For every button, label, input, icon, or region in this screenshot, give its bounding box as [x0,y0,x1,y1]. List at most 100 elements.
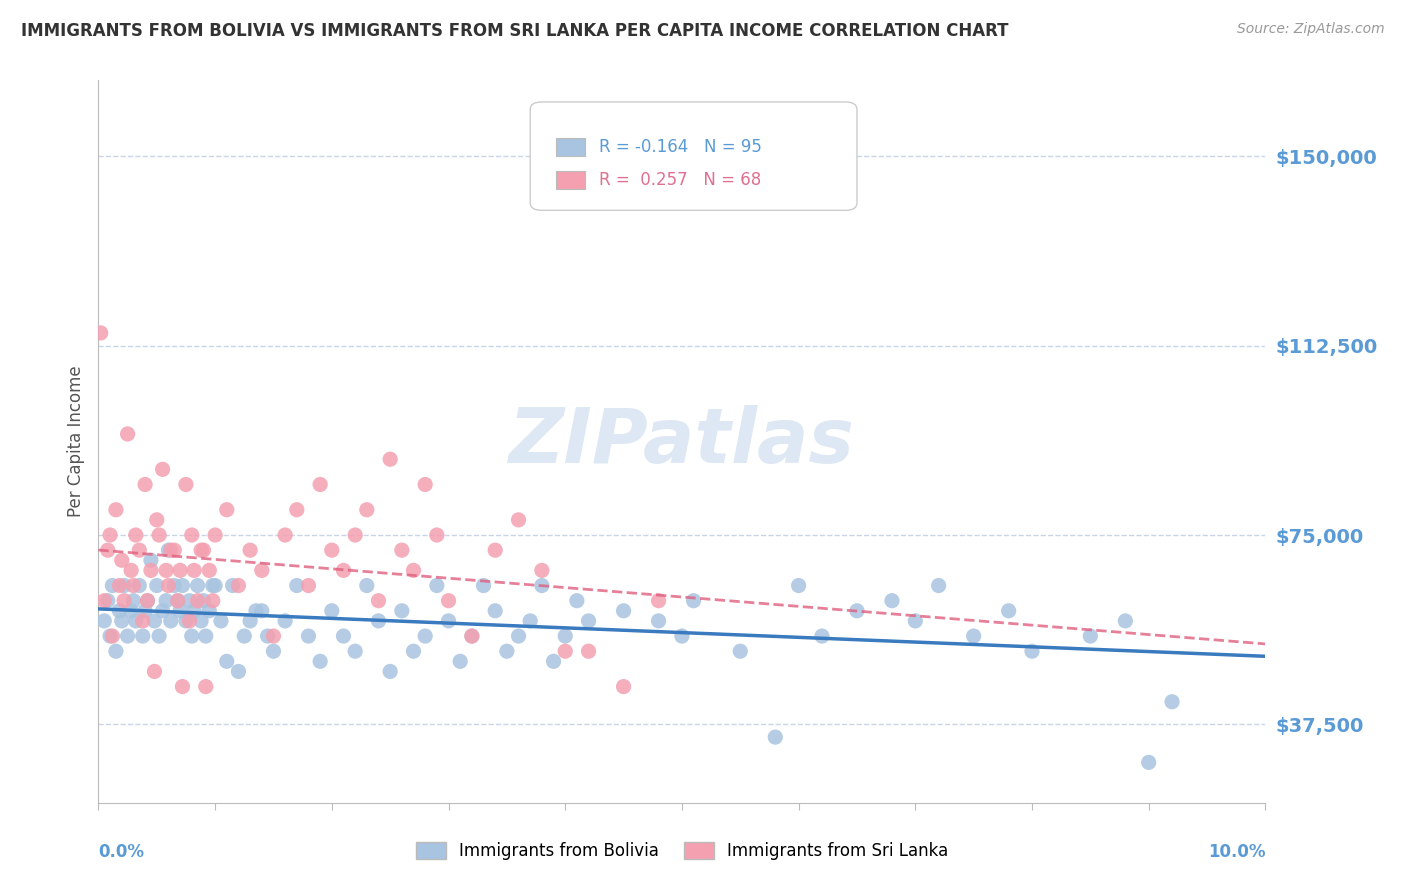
Point [332,629,354,643]
Point [204,578,226,592]
Point [122,578,145,592]
Point [239,614,262,628]
Point [97,593,120,607]
Point [139,563,162,577]
Point [148,528,170,542]
Point [682,593,704,607]
Point [554,629,576,643]
Point [93,614,115,628]
Point [198,604,221,618]
Point [128,543,150,558]
Point [461,629,484,643]
Point [730,644,752,658]
Point [962,629,984,643]
Text: IMMIGRANTS FROM BOLIVIA VS IMMIGRANTS FROM SRI LANKA PER CAPITA INCOME CORRELATI: IMMIGRANTS FROM BOLIVIA VS IMMIGRANTS FR… [21,22,1008,40]
Point [928,578,950,592]
Point [152,462,174,476]
Point [108,578,131,592]
Point [111,614,134,628]
Point [174,614,197,628]
Point [128,578,150,592]
FancyBboxPatch shape [555,137,585,156]
Point [117,629,139,643]
Point [274,614,297,628]
Point [380,665,402,679]
Point [221,578,243,592]
Point [97,543,120,558]
Point [120,604,142,618]
Point [1021,644,1043,658]
Point [93,593,115,607]
Point [356,502,378,516]
Point [143,614,166,628]
Y-axis label: Per Capita Income: Per Capita Income [66,366,84,517]
Point [215,502,238,516]
Point [187,593,209,607]
Text: 10.0%: 10.0% [1208,843,1265,861]
Text: 0.0%: 0.0% [98,843,145,861]
Point [190,543,212,558]
Point [180,629,202,643]
Point [250,563,273,577]
Point [811,629,834,643]
Point [166,593,188,607]
Point [239,543,262,558]
Point [125,528,148,542]
Point [146,578,169,592]
Point [187,578,209,592]
Point [134,604,156,618]
Point [402,563,425,577]
Point [530,578,553,592]
Point [215,654,238,668]
Point [297,578,319,592]
Point [391,604,413,618]
Point [1161,695,1184,709]
Text: Source: ZipAtlas.com: Source: ZipAtlas.com [1237,22,1385,37]
Point [228,665,250,679]
Point [332,563,354,577]
Point [554,644,576,658]
Point [122,593,145,607]
Point [426,578,449,592]
Point [101,578,124,592]
Point [309,654,332,668]
Point [166,593,188,607]
Point [183,604,205,618]
Point [132,629,155,643]
Point [104,502,127,516]
Point [143,665,166,679]
Point [157,543,180,558]
Point [136,593,159,607]
Point [565,593,588,607]
Point [194,680,217,694]
Point [367,614,389,628]
Point [846,604,869,618]
Point [157,578,180,592]
Point [98,629,121,643]
Point [120,563,142,577]
Point [201,578,224,592]
Point [285,502,308,516]
Point [209,614,232,628]
Point [413,477,436,491]
Point [508,513,530,527]
Point [163,543,186,558]
Point [437,593,460,607]
Point [461,629,484,643]
Point [250,604,273,618]
Point [193,543,215,558]
Point [132,614,155,628]
Point [194,629,217,643]
Point [245,604,267,618]
Point [578,644,600,658]
Point [172,680,194,694]
Point [274,528,297,542]
Point [367,593,389,607]
Point [108,604,131,618]
Point [263,629,285,643]
Point [152,604,174,618]
Point [309,477,332,491]
Point [880,593,903,607]
Point [183,563,205,577]
Point [437,614,460,628]
